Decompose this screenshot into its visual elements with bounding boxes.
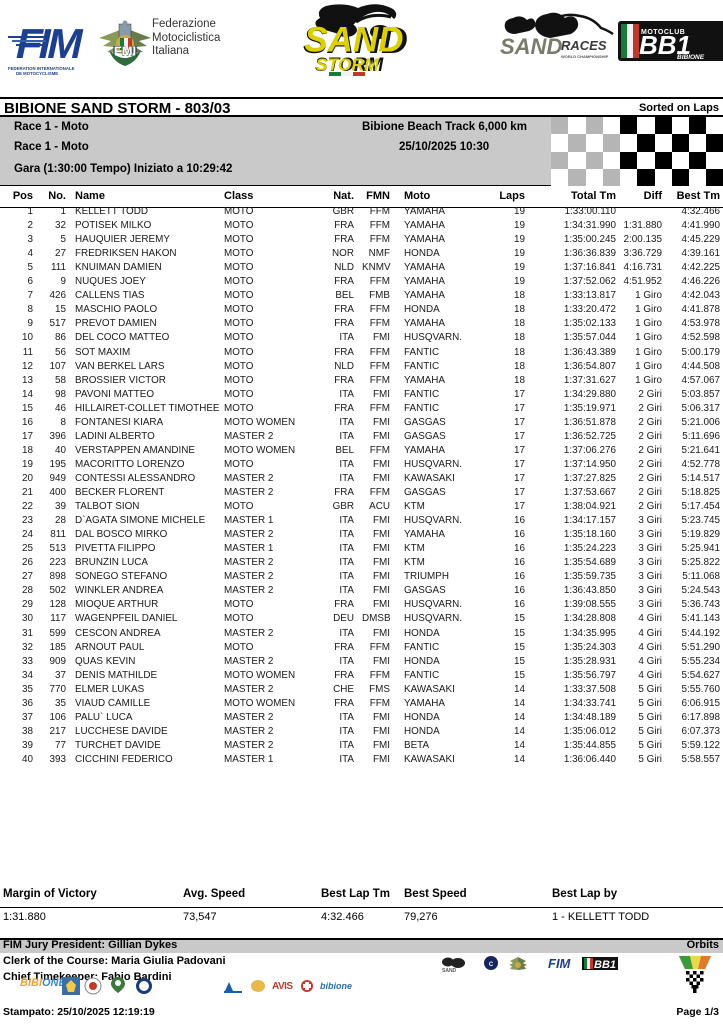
svg-text:DE MOTOCYCLISME: DE MOTOCYCLISME	[16, 71, 58, 76]
svg-text:C: C	[489, 962, 494, 968]
svg-text:RACES: RACES	[561, 38, 607, 53]
svg-text:STORM: STORM	[316, 54, 379, 74]
svg-text:BIBIONE: BIBIONE	[677, 54, 705, 61]
svg-text:SAND: SAND	[500, 34, 562, 59]
svg-text:FMI: FMI	[114, 44, 136, 59]
svg-text:SAND: SAND	[442, 968, 457, 973]
svg-text:FIM: FIM	[12, 20, 86, 66]
svg-text:WORLD CHAMPIONSHIP: WORLD CHAMPIONSHIP	[561, 54, 609, 59]
svg-text:FIM: FIM	[548, 957, 572, 971]
svg-text:BB1: BB1	[594, 959, 616, 970]
